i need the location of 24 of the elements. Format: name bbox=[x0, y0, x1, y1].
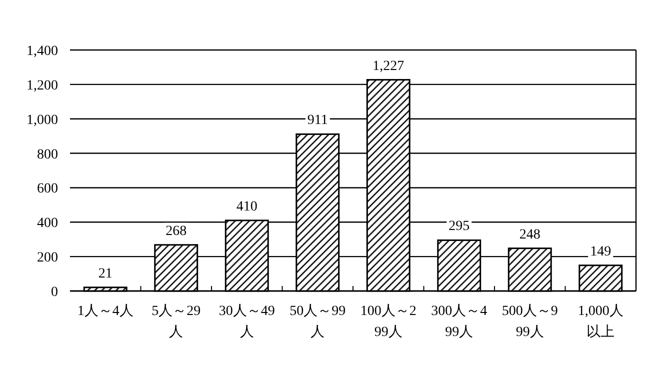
y-tick-label: 0 bbox=[51, 285, 58, 300]
y-tick-label: 600 bbox=[37, 182, 58, 197]
text: 295 bbox=[448, 219, 470, 234]
text: 410 bbox=[236, 199, 258, 214]
x-tick-label: 5人～29人 bbox=[152, 303, 201, 340]
text: 911 bbox=[307, 113, 328, 128]
y-tick-label: 1,000 bbox=[26, 112, 58, 128]
text: 149 bbox=[590, 244, 612, 260]
y-tick-label: 1,400 bbox=[26, 44, 58, 59]
y-tick-label: 800 bbox=[37, 147, 58, 162]
text: 268 bbox=[166, 224, 187, 239]
text: 21 bbox=[98, 266, 112, 282]
text: 1,227 bbox=[372, 58, 404, 74]
x-tick-label: 1,000人以上 bbox=[578, 303, 624, 340]
text: 248 bbox=[519, 227, 540, 242]
y-tick-label: 200 bbox=[37, 250, 58, 266]
x-tick-label: 1人～4人 bbox=[77, 303, 134, 319]
x-tick-label: 100人～299人 bbox=[360, 303, 416, 340]
x-tick-label: 50人～99人 bbox=[290, 303, 346, 340]
x-tick-label: 30人～49人 bbox=[218, 303, 275, 340]
x-tick-label: 500人～999人 bbox=[502, 303, 558, 340]
y-tick-label: 400 bbox=[37, 216, 58, 232]
x-tick-label: 300人～499人 bbox=[431, 303, 488, 340]
y-tick-label: 1,200 bbox=[26, 78, 58, 94]
